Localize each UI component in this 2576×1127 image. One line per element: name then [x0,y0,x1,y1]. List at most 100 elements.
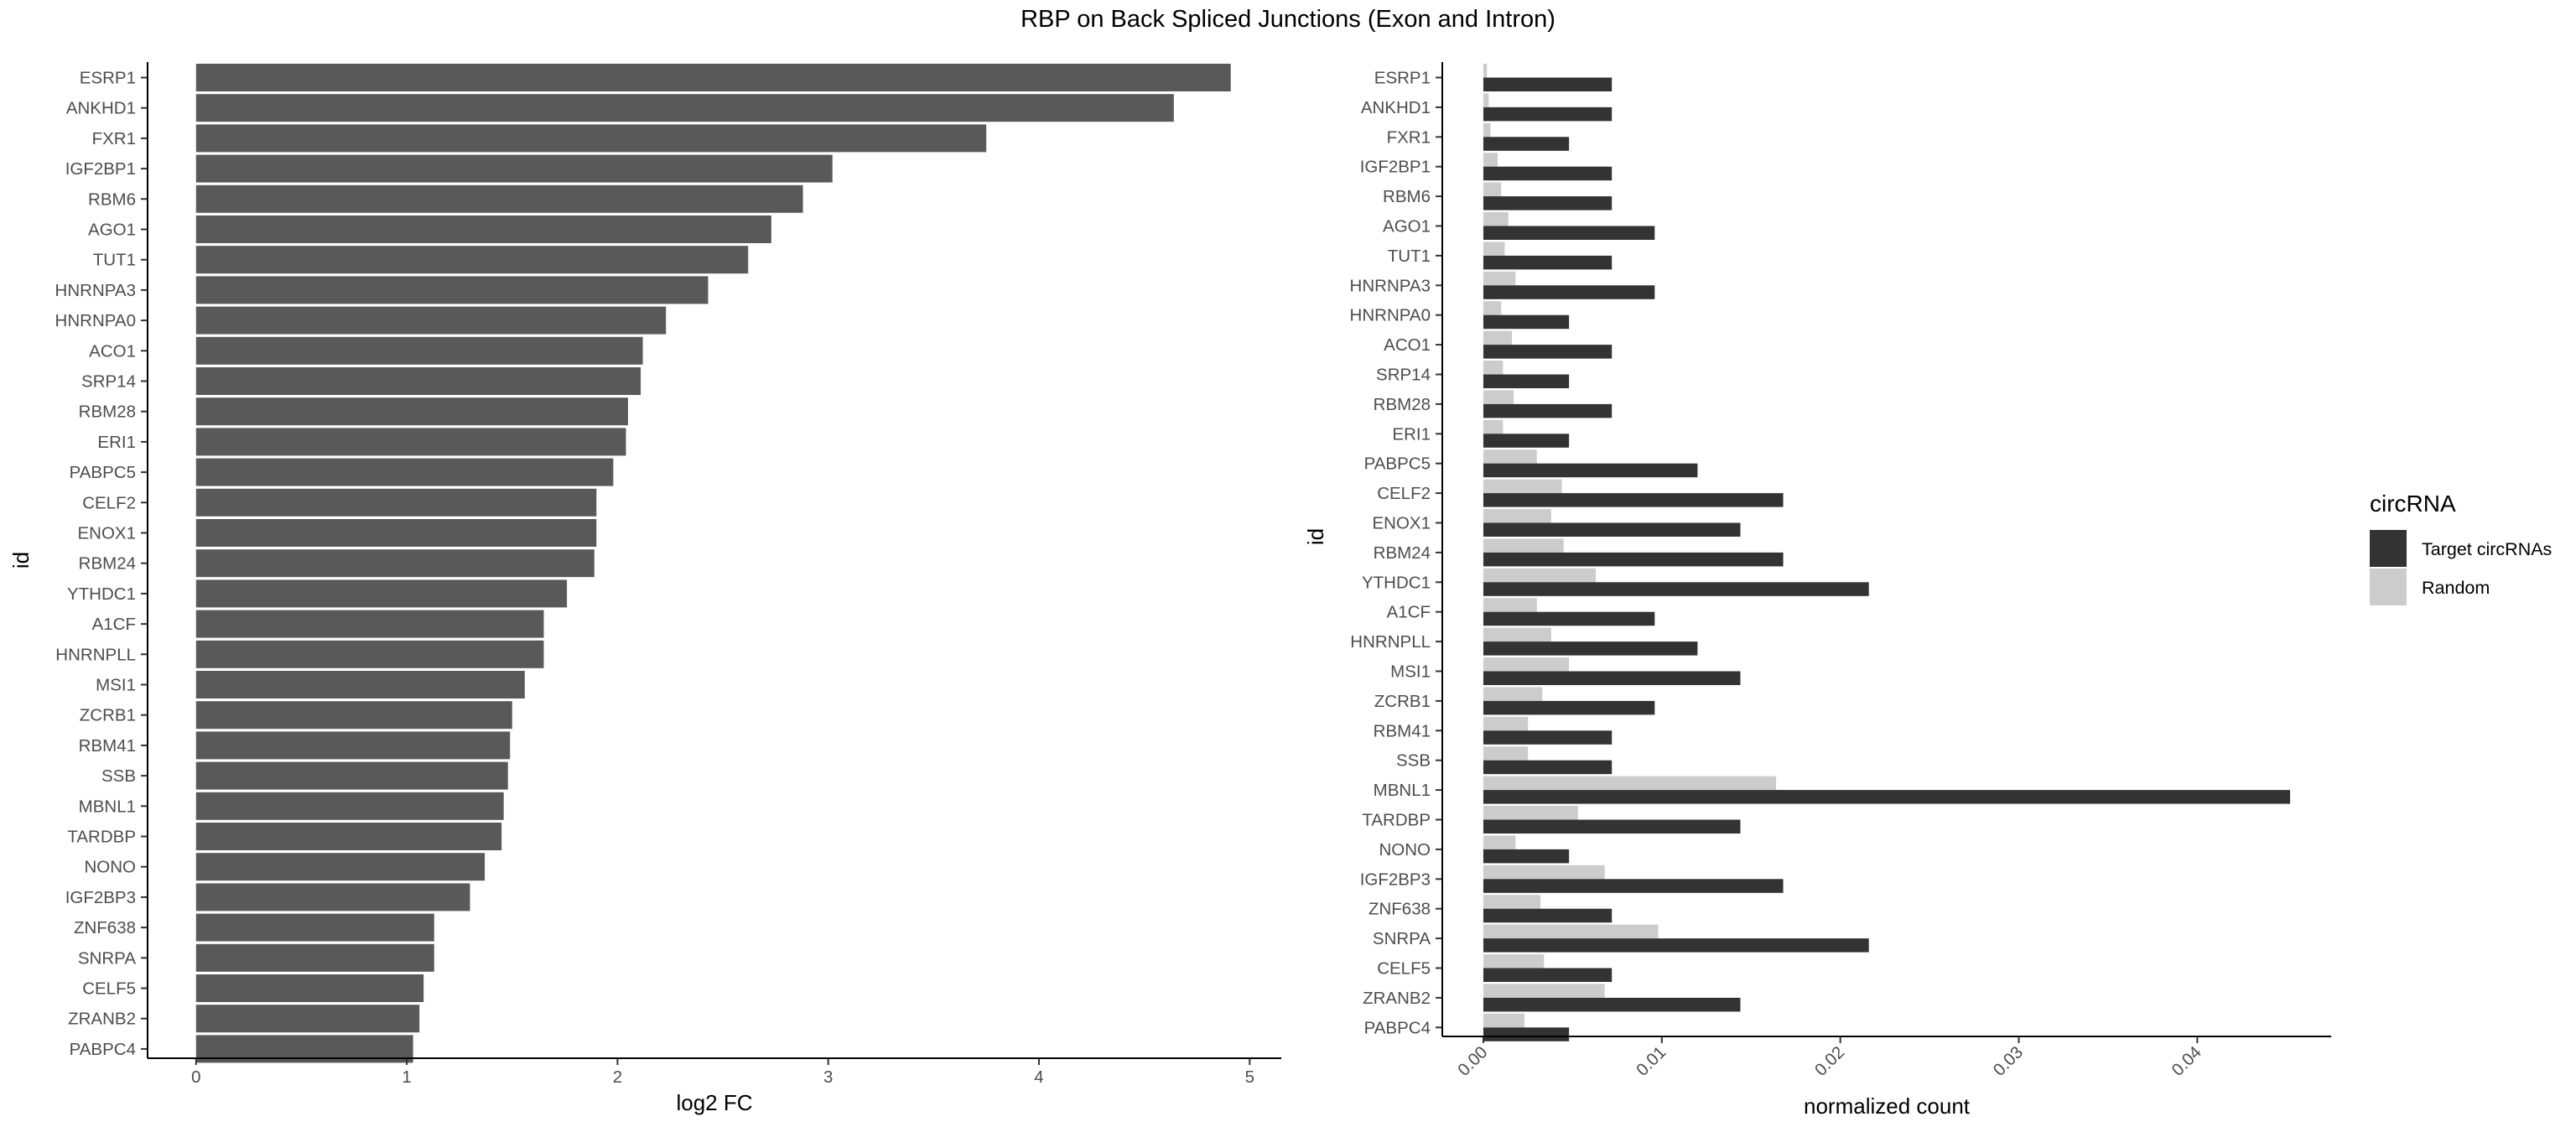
bar-random-celf5 [1483,954,1545,969]
y-tick-label: RBM28 [79,402,136,422]
y-tick-label: MSI1 [96,676,136,695]
y-tick-label: MSI1 [1390,662,1431,682]
bar-esrp1 [195,64,1231,91]
bar-target-rbm6 [1483,196,1613,210]
bar-random-rbm28 [1483,390,1514,404]
y-tick-label: ZNF638 [74,918,136,937]
legend-key-target-circrnas [2370,530,2407,567]
bar-target-ankhd1 [1483,106,1613,122]
bar-random-pabpc5 [1483,449,1537,464]
bar-nono [195,853,486,881]
right-y-axis-title: id [1303,528,1328,545]
bar-rbm28 [195,397,628,426]
x-tick-label: 0.02 [1811,1042,1848,1079]
bar-random-znf638 [1483,895,1541,909]
bar-target-hnrnpll [1483,641,1698,656]
y-tick-label: ACO1 [1384,335,1431,355]
bar-target-zranb2 [1483,997,1741,1012]
y-tick-label: ENOX1 [1373,514,1431,533]
y-tick-label: RBM6 [88,190,136,209]
right-panel: ESRP1 ANKHD1 FXR1 IGF2BP1 RBM6 AGO1 TUT1 HNRNPA… [1303,62,2331,1119]
bar-random-zcrb1 [1483,687,1543,701]
bar-target-a1cf [1483,611,1655,626]
y-tick-label: NONO [85,858,137,877]
bar-target-ssb [1483,760,1613,775]
bar-target-tardbp [1483,819,1741,834]
y-tick-label: SNRPA [1373,929,1431,948]
y-tick-label: RBM6 [1383,187,1431,206]
y-tick-label: ZRANB2 [1363,989,1431,1008]
bar-random-hnrnpll [1483,627,1551,642]
bar-random-zranb2 [1483,984,1605,998]
bar-target-msi1 [1483,671,1741,685]
y-tick-label: RBM28 [1374,395,1431,414]
right-bars [1483,64,2291,1041]
y-tick-label: A1CF [1387,603,1431,622]
figure-title: RBP on Back Spliced Junctions (Exon and … [1021,6,1555,33]
y-tick-label: ENOX1 [78,524,137,543]
bar-target-mbnl1 [1483,790,2291,804]
bar-celf2 [195,488,597,517]
y-tick-label: ZCRB1 [1374,692,1431,711]
y-tick-label: CELF5 [1377,959,1431,979]
bar-target-rbm28 [1483,403,1613,418]
y-tick-label: A1CF [92,615,136,634]
left-y-axis-title: id [8,552,34,569]
y-tick-label: CELF2 [82,493,136,512]
y-tick-label: SRP14 [81,372,136,392]
y-tick-label: RBM41 [1374,721,1431,740]
y-tick-label: IGF2BP3 [1360,870,1431,889]
y-tick-label: IGF2BP3 [65,888,136,907]
y-tick-label: ESRP1 [80,69,136,88]
bar-igf2bp1 [195,154,833,183]
y-tick-label: HNRNPA3 [1350,276,1431,295]
legend: circRNA Target circRNAs Random [2370,491,2552,605]
bar-random-ankhd1 [1483,93,1489,107]
bar-random-aco1 [1483,330,1513,345]
legend-label-target-circrnas: Target circRNAs [2422,539,2552,559]
bar-pabpc5 [195,458,614,486]
y-tick-label: ACO1 [89,341,136,361]
bar-target-hnrnpa0 [1483,314,1570,330]
bar-ythdc1 [195,579,568,608]
bar-target-zcrb1 [1483,700,1655,715]
bar-random-fxr1 [1483,122,1491,138]
y-tick-label: YTHDC1 [67,584,136,604]
bar-random-igf2bp3 [1483,865,1605,880]
bar-random-ssb [1483,746,1529,761]
y-tick-label: HNRNPA3 [55,281,136,300]
bar-aco1 [195,336,643,365]
left-y-tick-labels: ESRP1 ANKHD1 FXR1 IGF2BP1 RBM6 AGO1 TUT1 HNRNPA… [55,69,148,1059]
bar-znf638 [195,913,434,942]
bar-msi1 [195,671,525,699]
x-tick-label: 0.00 [1454,1042,1491,1079]
bar-tardbp [195,823,502,850]
x-tick-label: 3 [823,1067,833,1087]
bar-hnrnpll [195,640,544,668]
y-tick-label: PABPC5 [70,463,136,482]
y-tick-label: HNRNPA0 [55,311,136,330]
y-tick-label: FXR1 [92,129,136,148]
bar-target-aco1 [1483,345,1613,359]
bar-mbnl1 [195,792,504,820]
legend-title: circRNA [2370,491,2456,517]
left-x-ticks: 0 1 2 3 4 5 [191,1058,1254,1087]
bar-random-tut1 [1483,242,1505,256]
bar-random-esrp1 [1483,64,1488,78]
bar-target-fxr1 [1483,137,1570,151]
bar-random-snrpa [1483,924,1659,939]
bar-rbm24 [195,549,595,578]
right-x-ticks: 0.00 0.01 0.02 0.03 0.04 [1454,1036,2205,1080]
y-tick-label: CELF2 [1377,484,1431,503]
legend-key-random [2370,569,2407,605]
left-panel: ESRP1 ANKHD1 FXR1 IGF2BP1 RBM6 AGO1 TUT1 HNRNPA… [8,62,1281,1115]
x-tick-label: 2 [613,1067,622,1087]
bar-target-igf2bp1 [1483,166,1613,181]
y-tick-label: MBNL1 [79,797,136,816]
y-tick-label: IGF2BP1 [1360,158,1431,177]
bar-random-igf2bp1 [1483,153,1498,167]
bar-hnrnpa3 [195,276,709,304]
bar-random-rbm6 [1483,182,1502,197]
bar-hnrnpa0 [195,306,667,335]
